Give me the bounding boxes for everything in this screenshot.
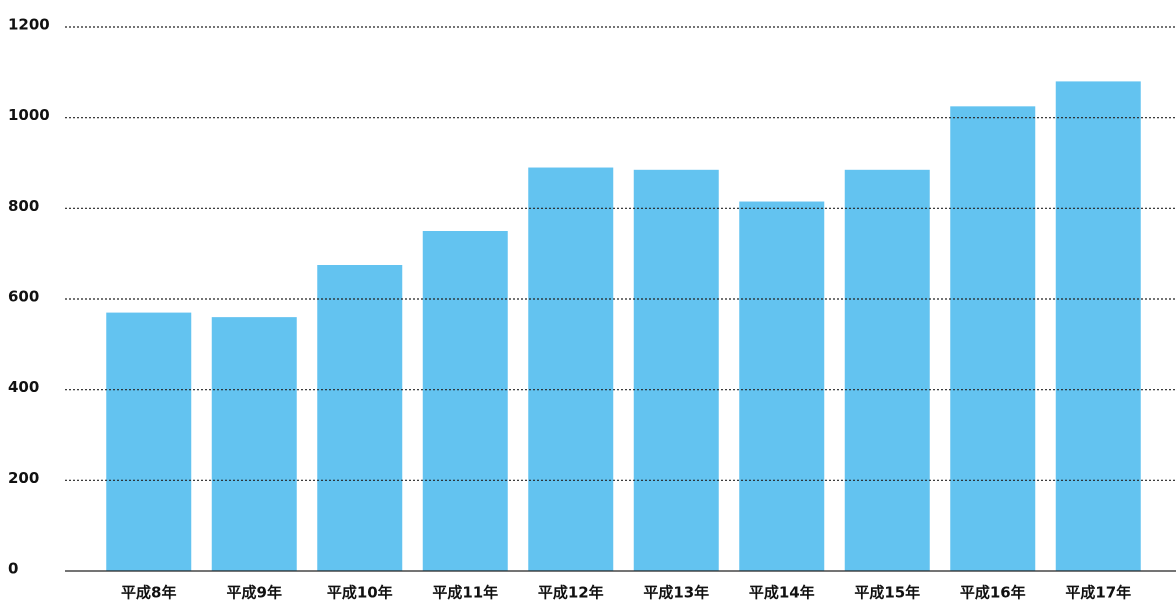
y-tick-label: 600	[8, 288, 39, 306]
bar	[739, 201, 825, 572]
x-tick-label: 平成14年	[749, 584, 815, 602]
y-tick-label: 0	[8, 560, 18, 578]
y-tick-label: 200	[8, 469, 39, 487]
x-tick-label: 平成15年	[854, 584, 920, 602]
bar	[317, 265, 403, 571]
bar	[844, 169, 930, 572]
x-tick-label: 平成11年	[432, 584, 498, 602]
y-tick-label: 1200	[8, 16, 50, 34]
bar	[106, 312, 192, 571]
x-tick-label: 平成13年	[643, 584, 709, 602]
x-tick-label: 平成16年	[960, 584, 1026, 602]
x-tick-label: 平成10年	[327, 584, 393, 602]
x-tick-label: 平成8年	[121, 584, 176, 602]
bar	[633, 169, 719, 572]
y-tick-label: 800	[8, 197, 39, 215]
y-tick-label: 400	[8, 378, 39, 396]
x-tick-label: 平成9年	[227, 584, 282, 602]
bar	[950, 106, 1036, 571]
bar	[422, 231, 508, 571]
bar	[528, 167, 614, 572]
x-tick-label: 平成12年	[538, 584, 604, 602]
bar	[1055, 81, 1141, 572]
x-tick-label: 平成17年	[1065, 584, 1131, 602]
bar	[211, 317, 297, 571]
y-tick-label: 1000	[8, 106, 50, 124]
